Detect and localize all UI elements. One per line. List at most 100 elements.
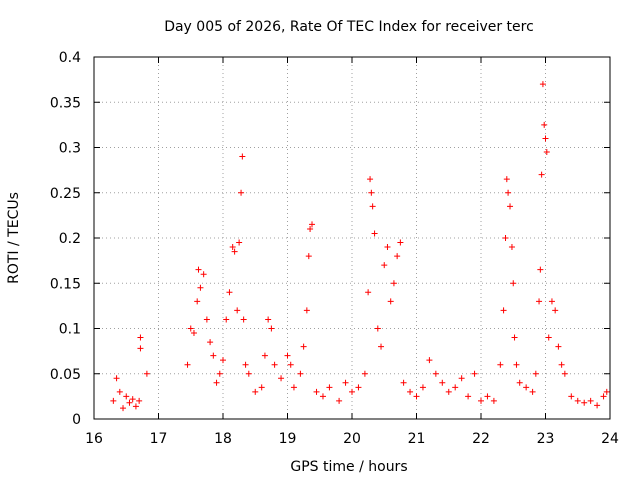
x-tick-label: 18	[214, 431, 232, 447]
data-point	[503, 176, 510, 183]
data-point	[542, 135, 549, 142]
y-tick-label: 0.3	[59, 141, 81, 157]
data-point	[190, 330, 197, 337]
data-point	[537, 266, 544, 273]
data-point	[574, 397, 581, 404]
data-point	[261, 352, 268, 359]
data-point	[336, 397, 343, 404]
data-point	[187, 325, 194, 332]
data-point	[465, 393, 472, 400]
data-point	[216, 370, 223, 377]
x-tick-label: 20	[343, 431, 361, 447]
data-point	[594, 402, 601, 409]
x-tick-labels: 16 17 18 19 20 21 22 23 24	[85, 431, 619, 447]
y-axis-label: ROTI / TECUs	[6, 192, 22, 284]
data-point	[505, 189, 512, 196]
data-point	[258, 384, 265, 391]
data-point	[561, 370, 568, 377]
data-point	[223, 316, 230, 323]
data-point	[603, 388, 610, 395]
data-point	[545, 334, 552, 341]
data-point	[349, 388, 355, 395]
data-point	[381, 262, 388, 269]
data-point	[541, 121, 548, 128]
data-point	[319, 393, 326, 400]
data-point	[600, 393, 607, 400]
data-points	[110, 81, 610, 412]
data-point	[484, 393, 491, 400]
data-point	[407, 388, 414, 395]
data-point	[458, 375, 465, 382]
data-point	[113, 375, 120, 382]
chart-title: Day 005 of 2026, Rate Of TEC Index for r…	[164, 19, 534, 35]
data-point	[197, 284, 204, 291]
data-point	[511, 334, 518, 341]
data-point	[355, 384, 362, 391]
x-tick-label: 17	[150, 431, 168, 447]
data-point	[367, 176, 374, 183]
data-point	[120, 405, 127, 412]
data-point	[195, 266, 202, 273]
data-point	[510, 280, 517, 287]
data-point	[290, 384, 297, 391]
x-tick-label: 21	[408, 431, 426, 447]
data-point	[297, 370, 304, 377]
data-point	[213, 379, 220, 386]
data-point	[445, 388, 452, 395]
x-tick-label: 22	[472, 431, 490, 447]
data-point	[390, 280, 397, 287]
data-point	[397, 239, 404, 246]
y-tick-labels: 0 0.05 0.1 0.15 0.2 0.25 0.3 0.35 0.4	[50, 50, 81, 428]
data-point	[265, 316, 272, 323]
data-point	[400, 379, 407, 386]
data-point	[513, 361, 520, 368]
data-point	[568, 393, 575, 400]
data-point	[239, 153, 246, 160]
data-point	[234, 307, 241, 314]
axis-ticks	[93, 56, 611, 420]
data-point	[426, 357, 433, 364]
data-point	[587, 397, 594, 404]
data-point	[226, 289, 233, 296]
data-point	[194, 298, 201, 305]
data-point	[365, 289, 372, 296]
data-point	[452, 384, 459, 391]
data-point	[313, 388, 320, 395]
data-point	[129, 396, 136, 403]
data-point	[581, 399, 588, 406]
data-point	[143, 370, 150, 377]
data-point	[184, 361, 191, 368]
data-point	[268, 325, 275, 332]
x-tick-label: 23	[537, 431, 555, 447]
data-point	[245, 370, 252, 377]
data-point	[529, 388, 536, 395]
data-point	[369, 203, 376, 210]
data-point	[110, 397, 117, 404]
data-point	[278, 375, 285, 382]
y-tick-label: 0.05	[50, 367, 81, 383]
data-point	[497, 361, 504, 368]
data-point	[432, 370, 439, 377]
data-point	[500, 307, 507, 314]
data-point	[231, 248, 238, 255]
data-point	[342, 379, 349, 386]
data-point	[516, 379, 523, 386]
data-point	[439, 379, 446, 386]
data-point	[303, 307, 310, 314]
x-tick-label: 16	[85, 431, 103, 447]
x-axis-label: GPS time / hours	[290, 459, 407, 475]
data-point	[471, 370, 478, 377]
data-point	[242, 361, 249, 368]
y-tick-label: 0.25	[50, 186, 81, 202]
data-point	[419, 384, 426, 391]
data-point	[123, 393, 130, 400]
data-point	[543, 149, 550, 156]
data-point	[326, 384, 333, 391]
y-tick-label: 0.2	[59, 231, 81, 247]
data-point	[532, 370, 539, 377]
data-point	[300, 343, 307, 350]
data-point	[240, 316, 247, 323]
data-point	[374, 325, 381, 332]
grid-lines	[94, 57, 610, 419]
